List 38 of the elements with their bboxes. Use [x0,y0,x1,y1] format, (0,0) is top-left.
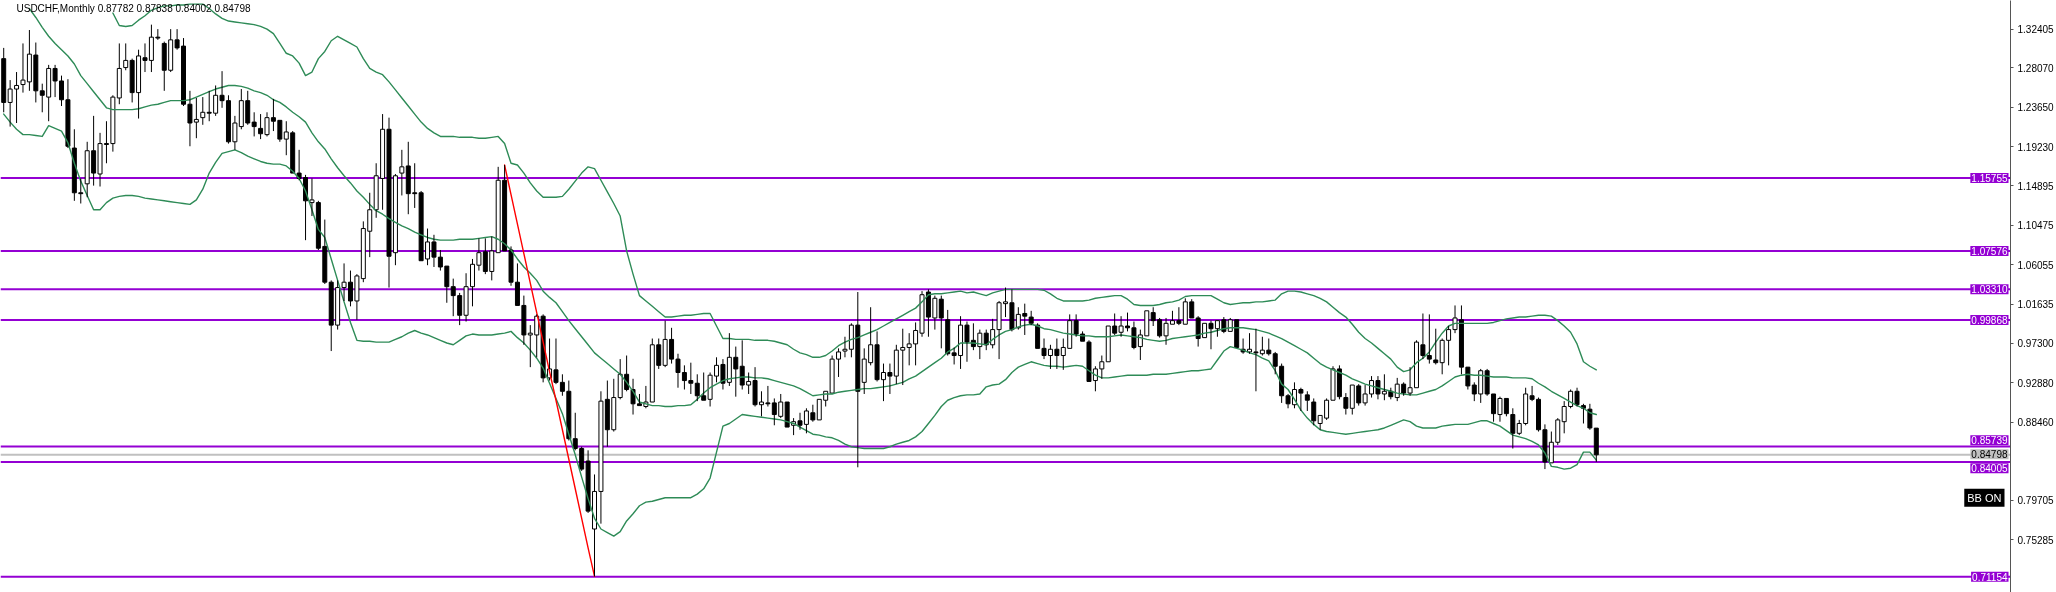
text: BB ON [1967,491,2002,504]
y-tick-label: 1.19230 [2017,141,2055,153]
candlestick [1343,392,1349,416]
candlestick [1426,313,1432,365]
y-tick-label: 1.06055 [2017,259,2055,271]
y-tick-label: 0.88460 [2017,417,2055,429]
candlestick [251,111,257,137]
y-tick-label: 0.79705 [2017,495,2055,507]
candlestick [1311,397,1317,426]
candlestick [1510,407,1516,450]
ref-line-label: 1.07576 [1971,246,2008,258]
candlestick [123,42,129,71]
line-series [503,164,596,578]
candlestick [906,332,912,366]
ref-line-label: 1.15755 [1971,172,2008,184]
ref-line-label: 0.85739 [1971,435,2008,447]
candlestick [399,149,405,196]
candlestick [1433,328,1439,365]
y-tick-label: 1.23650 [2017,102,2055,114]
y-tick-label: 0.97300 [2017,338,2055,349]
candlestick [1304,390,1310,412]
candlestick [1028,310,1034,326]
y-tick-label: 1.14895 [2017,180,2055,192]
y-tick-label: 1.10475 [2017,220,2055,232]
y-tick-label: 1.32405 [2017,24,2055,36]
ref-line-label: 0.71154 [1972,571,2008,583]
ref-line-label: 0.84005 [1971,463,2008,475]
y-tick-label: 1.28070 [2017,62,2055,74]
y-tick-label: 1.01635 [2017,299,2055,311]
candlestick [200,96,206,126]
ref-line-label: 0.99868 [1971,315,2008,327]
ref-line-label: 1.03310 [1971,284,2008,296]
ref-line-label: 0.84798 [1971,449,2008,461]
y-tick-label: 0.92880 [2017,377,2055,389]
line-series [3,113,1597,537]
y-tick-label: 0.75285 [2017,534,2055,546]
candlestick [694,373,700,402]
candlestick [65,78,71,149]
